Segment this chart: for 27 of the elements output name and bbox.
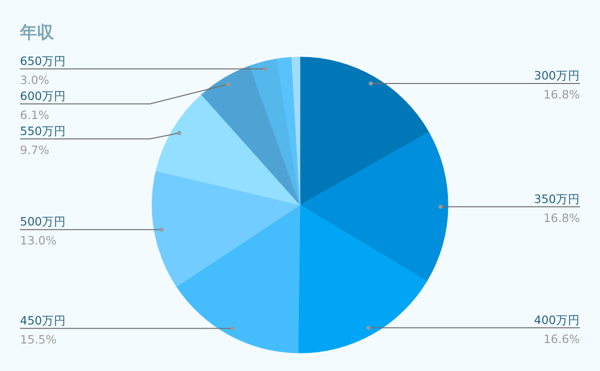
data-label: 3.0% <box>20 72 50 87</box>
pie-slice <box>250 58 300 206</box>
data-label: 16.6% <box>543 332 580 346</box>
pie-slice <box>300 132 448 282</box>
pie-slice <box>201 66 300 206</box>
data-label: 16.8% <box>543 210 580 225</box>
slice-label: 450万円 <box>20 313 66 328</box>
pie-slice <box>176 204 300 354</box>
pie-slice <box>298 204 428 354</box>
slice-label: 500万円 <box>20 214 66 229</box>
data-label: 16.8% <box>543 88 580 102</box>
slice-label: 650万円 <box>20 54 66 68</box>
data-label: 13.0% <box>20 234 57 248</box>
data-label: 6.1% <box>20 108 50 122</box>
slice-label: 550万円 <box>20 124 66 138</box>
pie-slice <box>276 56 300 206</box>
pie-slice <box>156 94 300 206</box>
data-label: 15.5% <box>20 332 57 346</box>
slice-label: 600万円 <box>20 88 66 103</box>
pie-slice <box>152 170 300 287</box>
slice-label: 300万円 <box>534 68 580 83</box>
slice-label: 400万円 <box>534 312 580 327</box>
pie-slice <box>291 56 300 206</box>
chart-title: 年収 <box>19 23 55 43</box>
data-label: 9.7% <box>20 142 50 157</box>
pie-slice <box>300 56 430 206</box>
slice-label: 350万円 <box>534 192 580 206</box>
